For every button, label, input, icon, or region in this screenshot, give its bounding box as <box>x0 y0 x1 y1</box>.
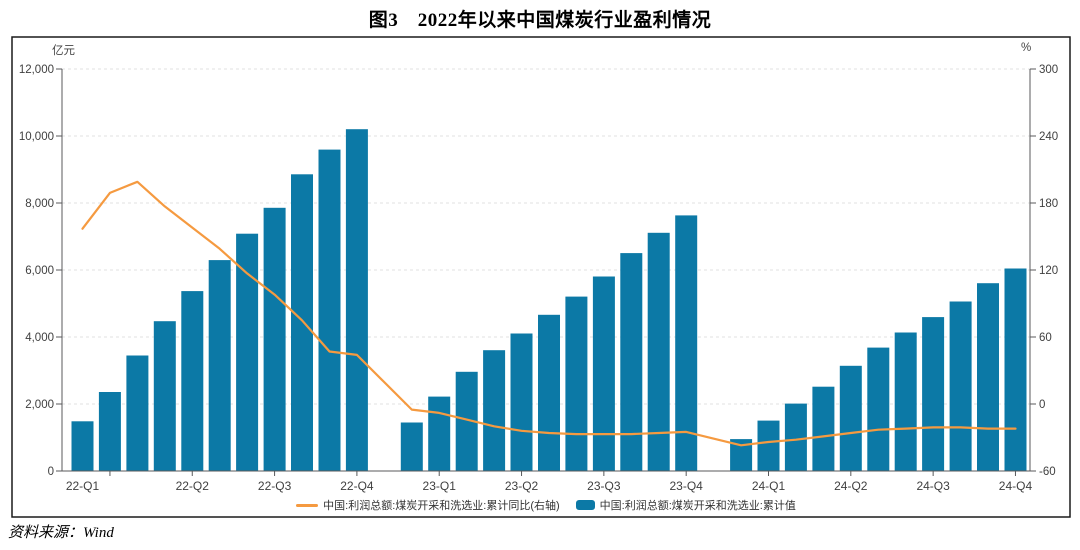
profit-bar <box>400 422 423 471</box>
right-axis-tick-label: 180 <box>1039 198 1058 210</box>
x-axis-tick-label: 23-Q3 <box>587 479 621 493</box>
profit-bar <box>592 276 615 471</box>
x-axis-tick-label: 22-Q4 <box>340 479 374 493</box>
profit-bar <box>867 347 890 471</box>
right-axis-tick-label: 240 <box>1039 131 1058 143</box>
right-axis-tick-label: 0 <box>1039 399 1045 411</box>
profit-bar <box>565 296 588 471</box>
right-axis-tick-label: 60 <box>1039 332 1052 344</box>
right-axis-tick-label: 300 <box>1039 64 1058 76</box>
profit-bar <box>730 439 753 471</box>
x-axis-tick-label: 22-Q3 <box>258 479 292 493</box>
profit-bar <box>812 386 835 471</box>
profit-bar <box>538 314 560 471</box>
x-axis-tick-label: 24-Q4 <box>999 479 1033 493</box>
profit-bar <box>318 149 341 471</box>
profit-bar <box>208 260 231 471</box>
profit-bar <box>345 129 368 471</box>
legend-line-label: 中国:利润总额:煤炭开采和洗选业:累计同比(右轴) <box>323 500 560 512</box>
x-axis-tick-label: 23-Q2 <box>505 479 539 493</box>
right-axis-tick-label: -60 <box>1039 466 1056 478</box>
profit-bar <box>922 317 945 471</box>
profit-bar <box>894 332 917 471</box>
profit-bar <box>98 392 121 471</box>
right-axis-tick-label: 120 <box>1039 265 1058 277</box>
profit-bar <box>455 371 478 471</box>
profit-bar <box>153 321 176 471</box>
line-series-swatch <box>296 503 319 507</box>
x-axis-tick-label: 22-Q1 <box>66 479 100 493</box>
profit-bar <box>428 396 451 471</box>
profit-bar <box>236 233 259 471</box>
profit-bar <box>620 253 643 471</box>
left-axis-tick-label: 8,000 <box>25 198 54 210</box>
left-axis-tick-label: 12,000 <box>19 64 54 76</box>
profit-bar <box>675 215 698 471</box>
source-note: 资料来源：Wind <box>8 525 114 541</box>
profit-bar <box>510 333 533 471</box>
x-axis-tick-label: 24-Q3 <box>916 479 950 493</box>
x-axis-tick-label: 24-Q1 <box>752 479 786 493</box>
legend-item-line: 中国:利润总额:煤炭开采和洗选业:累计同比(右轴) <box>296 497 560 513</box>
profit-bar <box>126 355 149 471</box>
bar-series-swatch <box>575 500 595 510</box>
legend-bar-label: 中国:利润总额:煤炭开采和洗选业:累计值 <box>599 500 796 512</box>
profit-bar <box>263 207 286 472</box>
left-axis-tick-label: 10,000 <box>19 131 54 143</box>
x-axis-tick-label: 23-Q4 <box>670 479 704 493</box>
left-axis-tick-label: 4,000 <box>25 332 54 344</box>
profit-bar <box>839 365 862 471</box>
profit-bar <box>1004 268 1027 471</box>
profit-bar <box>647 232 670 471</box>
profit-bar <box>71 421 94 471</box>
profit-bar <box>949 301 972 471</box>
left-axis-tick-label: 0 <box>48 466 54 478</box>
profit-bar <box>977 283 999 471</box>
x-axis-tick-label: 23-Q1 <box>423 479 457 493</box>
legend-item-bar: 中国:利润总额:煤炭开采和洗选业:累计值 <box>575 497 796 513</box>
left-axis-tick-label: 2,000 <box>25 399 54 411</box>
yoy-line <box>81 180 1017 447</box>
profit-bar <box>181 291 204 471</box>
profit-bar <box>291 174 313 472</box>
x-axis-tick-label: 22-Q2 <box>176 479 210 493</box>
left-axis-tick-label: 6,000 <box>25 265 54 277</box>
left-axis-unit: 亿元 <box>52 45 75 57</box>
chart-legend: 中国:利润总额:煤炭开采和洗选业:累计同比(右轴) 中国:利润总额:煤炭开采和洗… <box>62 497 1030 513</box>
profit-bar <box>784 403 807 471</box>
profit-bar <box>483 350 506 471</box>
profit-bar <box>757 420 780 471</box>
x-axis-tick-label: 24-Q2 <box>834 479 868 493</box>
figure-title: 图3 2022年以来中国煤炭行业盈利情况 <box>368 10 712 31</box>
right-axis-unit: % <box>1021 42 1032 54</box>
